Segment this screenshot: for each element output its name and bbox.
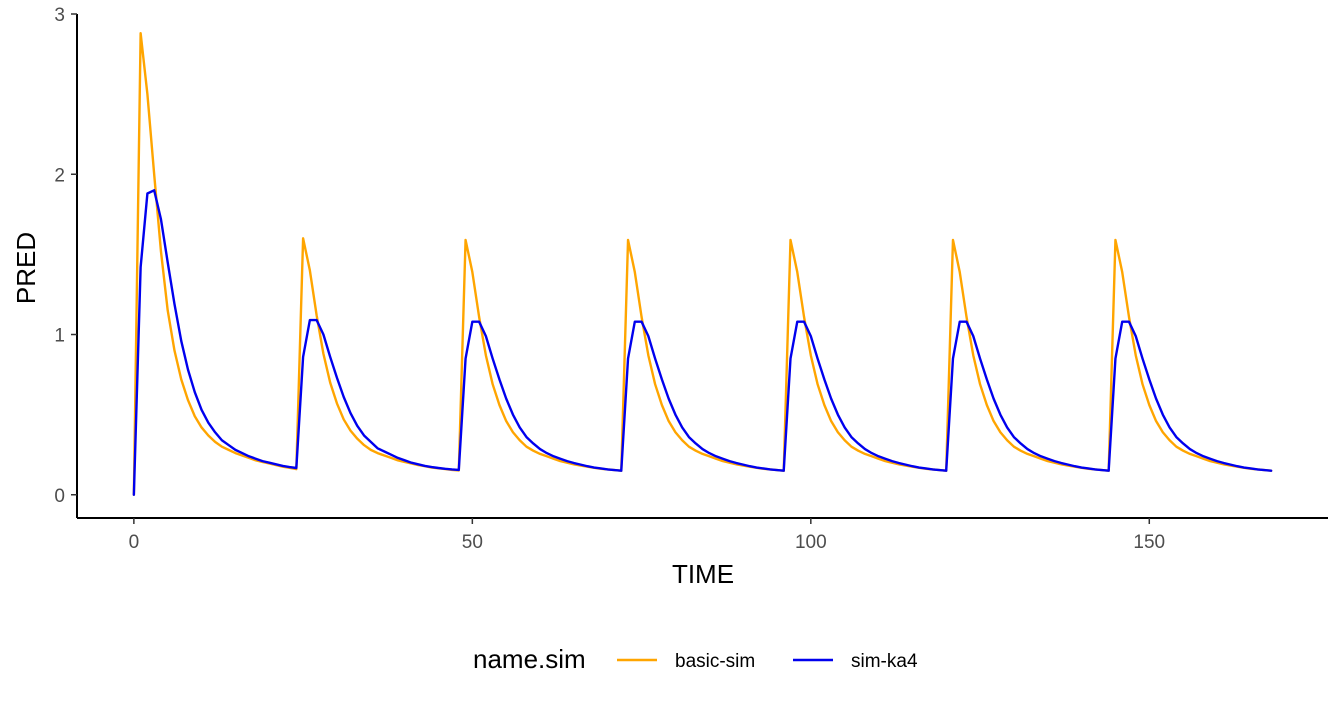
y-tick-label: 2	[54, 165, 65, 186]
x-axis-ticks: 0 50 100 150	[129, 518, 1165, 553]
series-layer	[132, 32, 1273, 496]
y-tick-label: 3	[54, 5, 65, 26]
legend-title: name.sim	[473, 644, 586, 674]
y-axis-ticks: 0 1 2 3	[54, 5, 77, 507]
x-axis-title: TIME	[672, 559, 734, 589]
y-tick-label: 1	[54, 326, 65, 347]
legend-label-sim-ka4: sim-ka4	[851, 651, 918, 672]
x-tick-label: 150	[1133, 532, 1165, 553]
series-line-basic-sim	[132, 32, 1273, 496]
y-axis-title: PRED	[11, 232, 41, 304]
series-line-sim-ka4	[132, 189, 1273, 496]
legend-label-basic-sim: basic-sim	[675, 651, 755, 672]
plot-panel: 0 50 100 150 0 1 2 3	[54, 5, 1328, 553]
legend-items: basic-sim sim-ka4	[617, 651, 918, 672]
x-tick-label: 100	[795, 532, 827, 553]
x-tick-label: 50	[462, 532, 483, 553]
y-tick-label: 0	[54, 486, 65, 507]
legend: name.sim basic-sim sim-ka4	[473, 644, 918, 674]
x-tick-label: 0	[129, 532, 140, 553]
